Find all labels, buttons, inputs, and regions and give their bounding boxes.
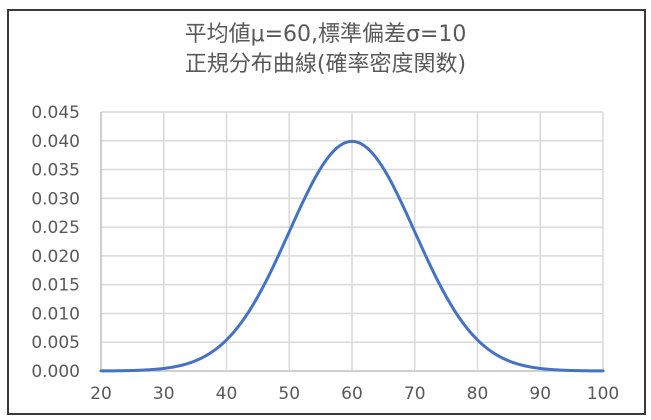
x-tick-label: 100 [587,384,619,404]
x-tick-label: 20 [90,384,112,404]
y-tick-label: 0.030 [31,189,80,209]
normal-distribution-curve [99,139,605,373]
y-tick-label: 0.010 [31,304,80,324]
x-axis-tick-labels: 20 30 40 50 60 70 80 90 100 [90,384,619,404]
x-tick-label: 30 [153,384,175,404]
y-tick-label: 0.045 [31,103,80,123]
chart-title-line-2: 正規分布曲線(確率密度関数) [184,52,467,77]
x-tick-label: 40 [216,384,238,404]
y-tick-label: 0.035 [31,161,80,181]
chart-title: 平均値μ=60,標準偏差σ=10 正規分布曲線(確率密度関数) [0,20,651,80]
x-tick-label: 60 [341,384,363,404]
x-tick-label: 70 [404,384,426,404]
y-tick-label: 0.000 [31,362,80,382]
y-axis-tick-labels: 0.000 0.005 0.010 0.015 0.020 0.025 0.030 0.035… [31,103,80,382]
x-tick-label: 50 [278,384,300,404]
gridlines [100,111,604,372]
x-tick-label: 90 [529,384,551,404]
y-tick-label: 0.025 [31,218,80,238]
y-tick-label: 0.015 [31,276,80,296]
chart-title-line-1: 平均値μ=60,標準偏差σ=10 [184,22,467,47]
y-tick-label: 0.040 [31,132,80,152]
y-tick-label: 0.005 [31,333,80,353]
y-tick-label: 0.020 [31,247,80,267]
x-tick-label: 80 [467,384,489,404]
